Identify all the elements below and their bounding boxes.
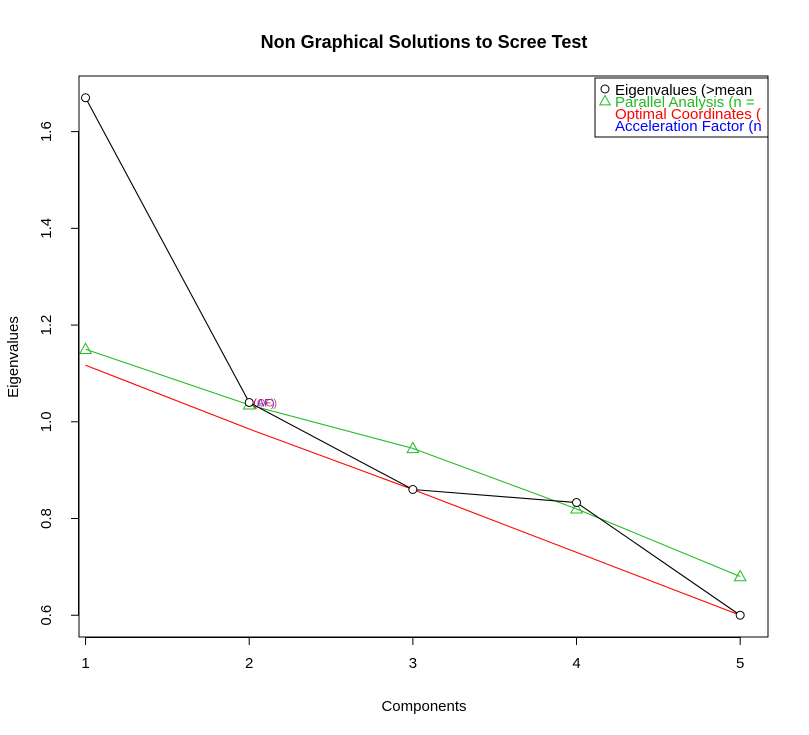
parallel-analysis-line <box>85 348 741 578</box>
eigenvalues-line <box>85 97 741 616</box>
y-tick-label: 1.0 <box>38 411 55 432</box>
legend-triangle-icon <box>598 94 612 106</box>
eigenvalue-point <box>81 93 91 103</box>
legend-entry-label: Acceleration Factor (n <box>615 118 762 135</box>
legend-entry-label: Parallel Analysis (n = <box>615 94 755 111</box>
parallel-analysis-point <box>733 569 747 582</box>
x-axis: 1 2 3 4 5 <box>81 637 744 672</box>
y-tick-label: 0.6 <box>38 605 55 626</box>
chart-title: Non Graphical Solutions to Scree Test <box>261 32 588 52</box>
eigenvalue-point <box>735 610 745 620</box>
eigenvalue-point <box>572 498 582 508</box>
y-axis: 0.6 0.8 1.0 1.2 1.4 1.6 <box>38 121 79 626</box>
point-labels-layer: (AF)(OC) <box>253 397 277 409</box>
y-tick-label: 1.4 <box>38 218 55 239</box>
optimal-coordinates-line <box>412 488 741 616</box>
eigenvalue-point <box>244 397 254 407</box>
x-tick-label: 1 <box>81 655 89 672</box>
legend-entry-label: Optimal Coordinates ( <box>615 106 761 123</box>
x-tick-label: 3 <box>409 655 417 672</box>
point-label: (OC) <box>253 397 277 409</box>
parallel-analysis-point <box>406 441 420 454</box>
x-tick-label: 2 <box>245 655 253 672</box>
legend-entry-label: Eigenvalues (>mean <box>615 82 752 99</box>
series-layer <box>78 93 747 620</box>
y-tick-label: 1.6 <box>38 121 55 142</box>
legend-circle-icon <box>600 84 610 94</box>
x-tick-label: 5 <box>736 655 744 672</box>
legend-box <box>594 77 769 138</box>
y-tick-label: 0.8 <box>38 508 55 529</box>
x-tick-label: 4 <box>572 655 580 672</box>
parallel-analysis-point <box>569 501 584 514</box>
point-label: (AF) <box>253 397 274 409</box>
y-axis-label: Eigenvalues <box>5 316 22 398</box>
eigenvalue-point <box>408 484 418 494</box>
y-tick-label: 1.2 <box>38 315 55 336</box>
parallel-analysis-point <box>78 342 93 354</box>
plot-frame <box>78 75 769 638</box>
optimal-coordinates-line <box>85 364 414 491</box>
x-axis-label: Components <box>381 698 466 715</box>
